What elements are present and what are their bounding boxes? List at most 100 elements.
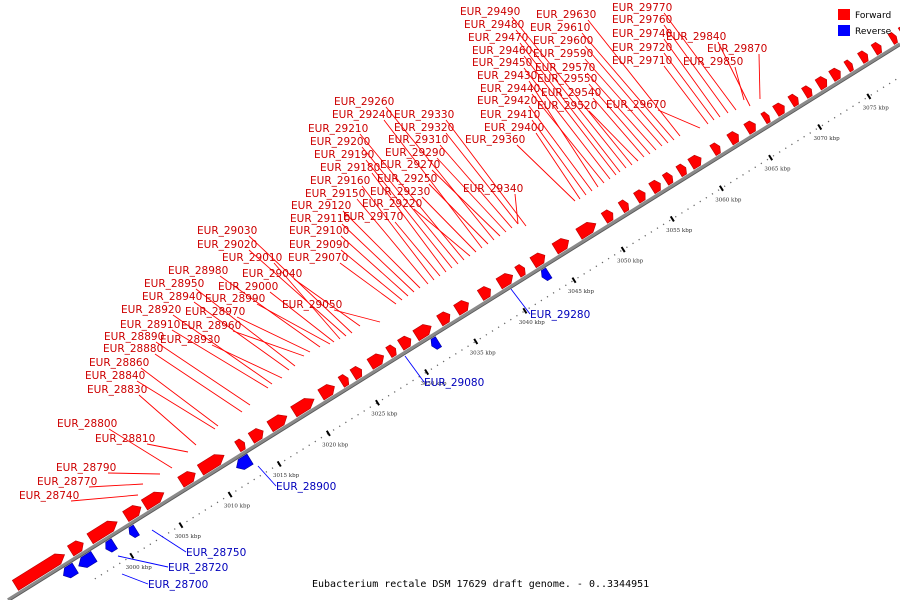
gene-label-eur-29270[interactable]: EUR_29270	[380, 159, 440, 171]
forward-gene-block[interactable]	[760, 111, 771, 125]
gene-label-eur-29440[interactable]: EUR_29440	[480, 83, 540, 95]
forward-gene-block[interactable]	[453, 300, 469, 316]
gene-label-eur-29480[interactable]: EUR_29480	[464, 19, 524, 31]
gene-label-eur-29670[interactable]: EUR_29670	[606, 99, 666, 111]
forward-gene-block[interactable]	[234, 438, 246, 453]
gene-label-eur-29230[interactable]: EUR_29230	[370, 186, 430, 198]
gene-label-eur-29320[interactable]: EUR_29320	[394, 122, 454, 134]
forward-gene-block[interactable]	[709, 142, 721, 157]
gene-label-eur-28980[interactable]: EUR_28980	[168, 265, 228, 277]
forward-gene-block[interactable]	[122, 505, 142, 523]
gene-label-eur-29110[interactable]: EUR_29110	[290, 213, 350, 225]
forward-gene-block[interactable]	[857, 50, 869, 64]
gene-label-eur-28940[interactable]: EUR_28940	[142, 291, 202, 303]
gene-label-eur-28970[interactable]: EUR_28970	[185, 306, 245, 318]
gene-label-eur-29420[interactable]: EUR_29420	[477, 95, 537, 107]
gene-label-eur-29330[interactable]: EUR_29330	[394, 109, 454, 121]
forward-gene-block[interactable]	[828, 67, 841, 82]
forward-gene-block[interactable]	[514, 264, 526, 278]
forward-gene-block[interactable]	[843, 59, 854, 73]
forward-gene-block[interactable]	[266, 414, 288, 433]
gene-label-eur-29590[interactable]: EUR_29590	[533, 48, 593, 60]
gene-label-eur-29290[interactable]: EUR_29290	[385, 147, 445, 159]
gene-label-eur-28740[interactable]: EUR_28740	[19, 490, 79, 502]
forward-gene-block[interactable]	[177, 471, 196, 488]
gene-label-eur-28790[interactable]: EUR_28790	[56, 462, 116, 474]
forward-gene-block[interactable]	[551, 238, 570, 255]
gene-label-eur-29840[interactable]: EUR_29840	[666, 31, 726, 43]
gene-label-eur-28930[interactable]: EUR_28930	[160, 334, 220, 346]
gene-label-eur-29470[interactable]: EUR_29470	[468, 32, 528, 44]
gene-label-eur-29850[interactable]: EUR_29850	[683, 56, 743, 68]
gene-label-eur-28830[interactable]: EUR_28830	[87, 384, 147, 396]
gene-label-eur-29120[interactable]: EUR_29120	[291, 200, 351, 212]
reverse-gene-block[interactable]	[236, 453, 254, 470]
forward-gene-block[interactable]	[600, 209, 614, 224]
gene-label-eur-29200[interactable]: EUR_29200	[310, 136, 370, 148]
gene-label-eur-29770[interactable]: EUR_29770	[612, 2, 672, 14]
forward-gene-block[interactable]	[617, 199, 630, 214]
gene-label-eur-29190[interactable]: EUR_29190	[314, 149, 374, 161]
forward-gene-block[interactable]	[495, 273, 514, 290]
gene-label-eur-28900[interactable]: EUR_28900	[276, 481, 336, 493]
forward-gene-block[interactable]	[675, 163, 687, 178]
gene-label-eur-29430[interactable]: EUR_29430	[477, 70, 537, 82]
gene-label-eur-29220[interactable]: EUR_29220	[362, 198, 422, 210]
reverse-gene-block[interactable]	[78, 550, 98, 568]
gene-label-eur-29490[interactable]: EUR_29490	[460, 6, 520, 18]
gene-label-eur-29520[interactable]: EUR_29520	[537, 100, 597, 112]
gene-label-eur-28770[interactable]: EUR_28770	[37, 476, 97, 488]
gene-label-eur-29280[interactable]: EUR_29280	[530, 309, 590, 321]
reverse-gene-block[interactable]	[63, 562, 79, 579]
gene-label-eur-29710[interactable]: EUR_29710	[612, 55, 672, 67]
forward-gene-block[interactable]	[887, 32, 898, 45]
forward-gene-block[interactable]	[743, 120, 756, 135]
gene-label-eur-28840[interactable]: EUR_28840	[85, 370, 145, 382]
gene-label-eur-28960[interactable]: EUR_28960	[181, 320, 241, 332]
gene-label-eur-29630[interactable]: EUR_29630	[536, 9, 596, 21]
reverse-gene-block[interactable]	[128, 524, 140, 539]
forward-gene-block[interactable]	[648, 179, 661, 195]
forward-gene-block[interactable]	[633, 189, 646, 204]
gene-label-eur-29310[interactable]: EUR_29310	[388, 134, 448, 146]
forward-gene-block[interactable]	[787, 93, 799, 108]
forward-gene-block[interactable]	[661, 172, 674, 186]
gene-label-eur-28700[interactable]: EUR_28700	[148, 579, 208, 591]
gene-label-eur-29240[interactable]: EUR_29240	[332, 109, 392, 121]
gene-label-eur-29010[interactable]: EUR_29010	[222, 252, 282, 264]
gene-label-eur-29260[interactable]: EUR_29260	[334, 96, 394, 108]
gene-label-eur-29040[interactable]: EUR_29040	[242, 268, 302, 280]
gene-label-eur-28880[interactable]: EUR_28880	[103, 343, 163, 355]
forward-gene-block[interactable]	[196, 454, 225, 476]
gene-label-eur-29540[interactable]: EUR_29540	[541, 87, 601, 99]
gene-label-eur-29340[interactable]: EUR_29340	[463, 183, 523, 195]
gene-label-eur-29020[interactable]: EUR_29020	[197, 239, 257, 251]
forward-gene-block[interactable]	[337, 374, 350, 388]
forward-gene-block[interactable]	[772, 102, 785, 117]
forward-gene-block[interactable]	[529, 252, 546, 269]
gene-label-eur-29570[interactable]: EUR_29570	[535, 62, 595, 74]
gene-label-eur-29180[interactable]: EUR_29180	[320, 162, 380, 174]
gene-label-eur-29410[interactable]: EUR_29410	[480, 109, 540, 121]
forward-gene-block[interactable]	[317, 384, 335, 401]
forward-gene-block[interactable]	[385, 344, 397, 359]
gene-label-eur-28750[interactable]: EUR_28750	[186, 547, 246, 559]
gene-label-eur-29610[interactable]: EUR_29610	[530, 22, 590, 34]
gene-label-eur-28950[interactable]: EUR_28950	[144, 278, 204, 290]
gene-label-eur-28720[interactable]: EUR_28720	[168, 562, 228, 574]
gene-label-eur-29100[interactable]: EUR_29100	[289, 225, 349, 237]
gene-label-eur-29080[interactable]: EUR_29080	[424, 377, 484, 389]
gene-label-eur-29160[interactable]: EUR_29160	[310, 175, 370, 187]
gene-label-eur-28890[interactable]: EUR_28890	[104, 331, 164, 343]
gene-label-eur-29210[interactable]: EUR_29210	[308, 123, 368, 135]
gene-label-eur-29170[interactable]: EUR_29170	[343, 211, 403, 223]
gene-label-eur-29090[interactable]: EUR_29090	[289, 239, 349, 251]
forward-gene-block[interactable]	[11, 553, 66, 591]
gene-label-eur-29030[interactable]: EUR_29030	[197, 225, 257, 237]
gene-label-eur-28860[interactable]: EUR_28860	[89, 357, 149, 369]
gene-label-eur-28810[interactable]: EUR_28810	[95, 433, 155, 445]
gene-label-eur-29250[interactable]: EUR_29250	[377, 173, 437, 185]
forward-gene-block[interactable]	[349, 366, 363, 381]
forward-gene-block[interactable]	[436, 311, 451, 327]
forward-gene-block[interactable]	[397, 335, 412, 351]
